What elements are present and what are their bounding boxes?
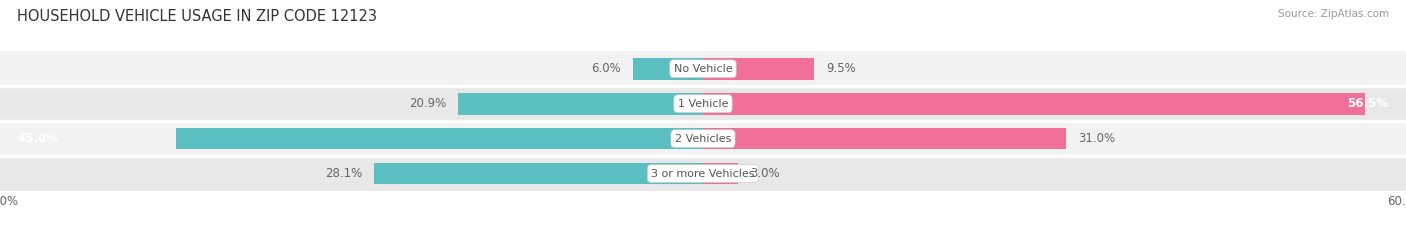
Bar [703,58,814,80]
Bar [0,51,1406,86]
Text: 6.0%: 6.0% [592,62,621,75]
Text: 3 or more Vehicles: 3 or more Vehicles [651,169,755,178]
Text: 2 Vehicles: 2 Vehicles [675,134,731,144]
Bar [458,93,703,115]
Bar [703,163,738,185]
Bar [176,128,703,150]
Bar [703,128,1066,150]
Text: 45.0%: 45.0% [18,132,59,145]
Bar [633,58,703,80]
Text: HOUSEHOLD VEHICLE USAGE IN ZIP CODE 12123: HOUSEHOLD VEHICLE USAGE IN ZIP CODE 1212… [17,9,377,24]
Text: 1 Vehicle: 1 Vehicle [678,99,728,109]
Bar [0,156,1406,191]
Text: 31.0%: 31.0% [1078,132,1115,145]
Text: 28.1%: 28.1% [325,167,363,180]
Text: 56.5%: 56.5% [1347,97,1389,110]
Text: 9.5%: 9.5% [827,62,856,75]
Bar [374,163,703,185]
Text: 20.9%: 20.9% [409,97,447,110]
Text: 3.0%: 3.0% [749,167,779,180]
Bar [703,93,1365,115]
Bar [0,86,1406,121]
Text: No Vehicle: No Vehicle [673,64,733,74]
Bar [0,121,1406,156]
Text: Source: ZipAtlas.com: Source: ZipAtlas.com [1278,9,1389,19]
